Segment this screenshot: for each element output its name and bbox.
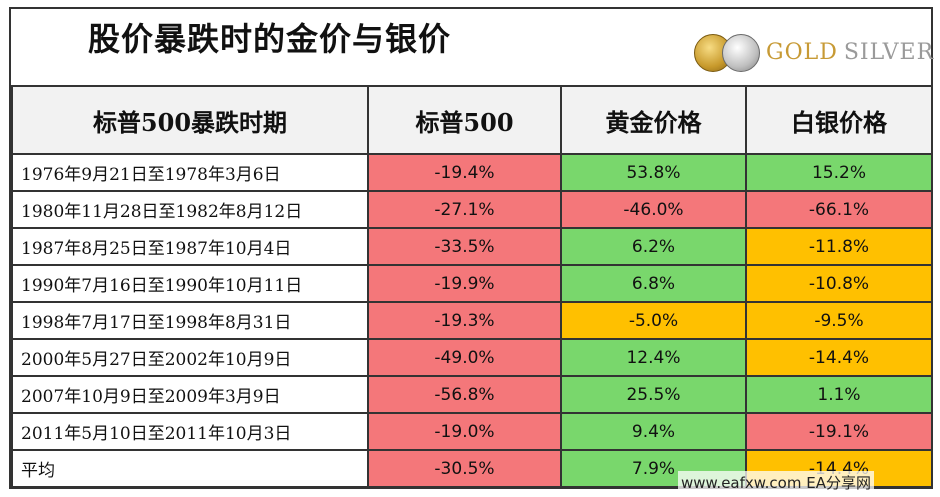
table-row: 1998年7月17日至1998年8月31日 -19.3% -5.0% -9.5% xyxy=(11,301,933,340)
gold-cell: 12.4% xyxy=(560,338,747,377)
sp500-cell: -49.0% xyxy=(367,338,562,377)
comparison-table: 标普500暴跌时期 标普500 黄金价格 白银价格 1976年9月21日至197… xyxy=(11,85,933,488)
silver-cell: -19.1% xyxy=(745,412,933,451)
period-cell: 2000年5月27日至2002年10月9日 xyxy=(11,338,369,377)
page-title: 股价暴跌时的金价与银价 xyxy=(88,20,452,58)
silver-cell: -66.1% xyxy=(745,190,933,229)
header-sp500: 标普500 xyxy=(367,85,562,155)
table-row: 1980年11月28日至1982年8月12日 -27.1% -46.0% -66.1% xyxy=(11,190,933,229)
header-period: 标普500暴跌时期 xyxy=(11,85,369,155)
gold-cell: -46.0% xyxy=(560,190,747,229)
coins-icon xyxy=(694,32,760,72)
table-row: 2011年5月10日至2011年10月3日 -19.0% 9.4% -19.1% xyxy=(11,412,933,451)
period-cell: 平均 xyxy=(11,449,369,488)
sp500-cell: -33.5% xyxy=(367,227,562,266)
silver-cell: 1.1% xyxy=(745,375,933,414)
gold-cell: 6.8% xyxy=(560,264,747,303)
table-row: 1987年8月25日至1987年10月4日 -33.5% 6.2% -11.8% xyxy=(11,227,933,266)
watermark: www.eafxw.com EA分享网 xyxy=(678,471,874,494)
header-silver: 白银价格 xyxy=(745,85,933,155)
silver-cell: 15.2% xyxy=(745,153,933,192)
gold-cell: 25.5% xyxy=(560,375,747,414)
sp500-cell: -19.0% xyxy=(367,412,562,451)
table-row: 2007年10月9日至2009年3月9日 -56.8% 25.5% 1.1% xyxy=(11,375,933,414)
sp500-cell: -27.1% xyxy=(367,190,562,229)
gold-cell: 6.2% xyxy=(560,227,747,266)
sp500-cell: -19.4% xyxy=(367,153,562,192)
sp500-cell: -56.8% xyxy=(367,375,562,414)
table-row: 1990年7月16日至1990年10月11日 -19.9% 6.8% -10.8% xyxy=(11,264,933,303)
silver-coin-icon xyxy=(722,34,760,72)
period-cell: 1980年11月28日至1982年8月12日 xyxy=(11,190,369,229)
header-gold: 黄金价格 xyxy=(560,85,747,155)
period-cell: 2007年10月9日至2009年3月9日 xyxy=(11,375,369,414)
logo-text: GOLD SILVER xyxy=(766,40,934,65)
goldsilver-logo: GOLD SILVER xyxy=(694,32,934,72)
period-cell: 1998年7月17日至1998年8月31日 xyxy=(11,301,369,340)
sp500-cell: -30.5% xyxy=(367,449,562,488)
logo-gold-word: GOLD xyxy=(766,39,838,65)
silver-cell: -11.8% xyxy=(745,227,933,266)
header-row: 标普500暴跌时期 标普500 黄金价格 白银价格 xyxy=(11,85,933,155)
gold-cell: -5.0% xyxy=(560,301,747,340)
logo-silver-word: SILVER xyxy=(843,39,935,65)
silver-cell: -14.4% xyxy=(745,338,933,377)
silver-cell: -10.8% xyxy=(745,264,933,303)
table-row: 2000年5月27日至2002年10月9日 -49.0% 12.4% -14.4% xyxy=(11,338,933,377)
sp500-cell: -19.3% xyxy=(367,301,562,340)
table-row: 1976年9月21日至1978年3月6日 -19.4% 53.8% 15.2% xyxy=(11,153,933,192)
period-cell: 2011年5月10日至2011年10月3日 xyxy=(11,412,369,451)
gold-cell: 9.4% xyxy=(560,412,747,451)
gold-cell: 53.8% xyxy=(560,153,747,192)
sp500-cell: -19.9% xyxy=(367,264,562,303)
period-cell: 1990年7月16日至1990年10月11日 xyxy=(11,264,369,303)
period-cell: 1987年8月25日至1987年10月4日 xyxy=(11,227,369,266)
silver-cell: -9.5% xyxy=(745,301,933,340)
period-cell: 1976年9月21日至1978年3月6日 xyxy=(11,153,369,192)
